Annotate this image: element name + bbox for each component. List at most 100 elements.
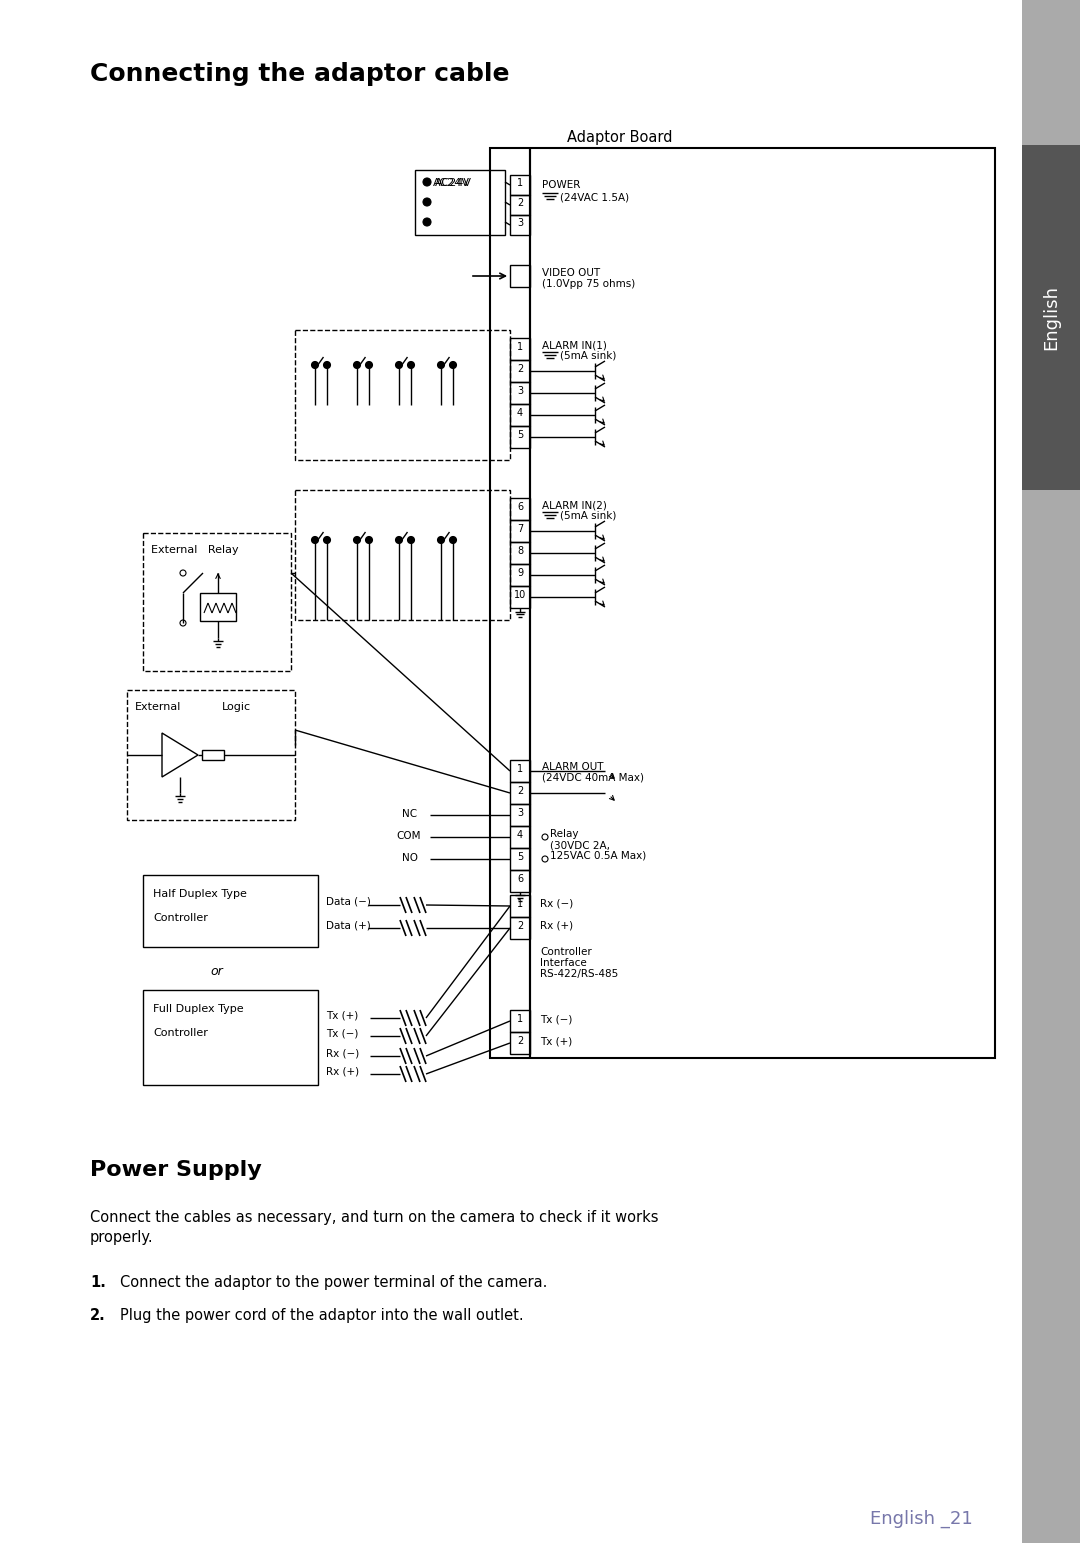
Text: Rx (−): Rx (−) <box>326 1048 360 1058</box>
Text: Rx (+): Rx (+) <box>540 921 573 930</box>
Text: 1: 1 <box>517 764 523 775</box>
Bar <box>200 593 237 620</box>
Text: 1: 1 <box>517 900 523 909</box>
Bar <box>510 404 530 426</box>
Text: ALARM IN(1): ALARM IN(1) <box>542 339 607 350</box>
Bar <box>510 498 530 520</box>
Bar <box>510 917 530 940</box>
Circle shape <box>353 537 361 543</box>
Text: English: English <box>1042 285 1059 350</box>
Bar <box>510 1011 530 1032</box>
Text: 2: 2 <box>517 785 523 796</box>
Text: ALARM IN(2): ALARM IN(2) <box>542 500 607 511</box>
Circle shape <box>311 361 319 369</box>
Circle shape <box>324 537 330 543</box>
Text: properly.: properly. <box>90 1230 153 1245</box>
Bar <box>510 870 530 892</box>
Text: 2: 2 <box>517 1035 523 1046</box>
Text: 5: 5 <box>517 852 523 863</box>
Bar <box>510 520 530 542</box>
Text: RS-422/RS-485: RS-422/RS-485 <box>540 969 618 978</box>
Text: Full Duplex Type: Full Duplex Type <box>153 1004 244 1014</box>
Text: (5mA sink): (5mA sink) <box>561 350 617 361</box>
Circle shape <box>407 361 415 369</box>
Text: (24VDC 40mA Max): (24VDC 40mA Max) <box>542 773 644 782</box>
Circle shape <box>423 218 431 225</box>
Text: External   Relay: External Relay <box>151 545 239 555</box>
Text: Half Duplex Type: Half Duplex Type <box>153 889 247 900</box>
Text: 2: 2 <box>517 921 523 930</box>
Text: COM: COM <box>396 832 420 841</box>
Circle shape <box>407 537 415 543</box>
Bar <box>510 383 530 404</box>
Bar <box>490 148 995 1058</box>
Bar <box>510 214 530 235</box>
Bar <box>510 265 530 287</box>
Text: Interface: Interface <box>540 958 586 967</box>
Bar <box>1022 0 1080 1543</box>
Text: 4: 4 <box>517 830 523 839</box>
Text: 2: 2 <box>517 198 523 208</box>
Circle shape <box>180 620 186 626</box>
Text: 7: 7 <box>517 525 523 534</box>
Bar <box>510 542 530 565</box>
Bar <box>143 875 318 947</box>
Text: 9: 9 <box>517 568 523 579</box>
Circle shape <box>395 537 403 543</box>
Text: NC: NC <box>402 809 417 819</box>
Bar <box>510 565 530 586</box>
Text: POWER: POWER <box>542 181 580 190</box>
Bar <box>510 826 530 849</box>
Circle shape <box>353 361 361 369</box>
Text: External: External <box>135 702 181 711</box>
Text: 2: 2 <box>517 364 523 373</box>
Text: Connect the cables as necessary, and turn on the camera to check if it works: Connect the cables as necessary, and tur… <box>90 1210 659 1225</box>
Text: 125VAC 0.5A Max): 125VAC 0.5A Max) <box>550 852 646 861</box>
Text: (30VDC 2A,: (30VDC 2A, <box>550 839 610 850</box>
Bar <box>510 426 530 447</box>
Text: 4: 4 <box>517 407 523 418</box>
Bar <box>510 586 530 608</box>
Text: AC24V: AC24V <box>433 177 470 188</box>
Text: 5: 5 <box>517 430 523 440</box>
Circle shape <box>449 361 457 369</box>
Text: VIDEO OUT: VIDEO OUT <box>542 268 600 278</box>
Text: Data (+): Data (+) <box>326 920 370 930</box>
Text: 3: 3 <box>517 386 523 397</box>
Bar <box>510 804 530 826</box>
Text: Controller: Controller <box>153 1028 207 1038</box>
Text: Rx (−): Rx (−) <box>540 900 573 909</box>
Text: AC24V: AC24V <box>435 177 472 188</box>
Bar <box>143 532 291 671</box>
Text: (1.0Vpp 75 ohms): (1.0Vpp 75 ohms) <box>542 279 635 289</box>
Circle shape <box>423 177 431 187</box>
Bar <box>510 194 530 214</box>
Text: 1.: 1. <box>90 1275 106 1290</box>
Circle shape <box>542 835 548 839</box>
Text: 3: 3 <box>517 809 523 818</box>
Text: 1: 1 <box>517 343 523 352</box>
Bar <box>295 491 510 620</box>
Text: Connecting the adaptor cable: Connecting the adaptor cable <box>90 62 510 86</box>
Text: 6: 6 <box>517 873 523 884</box>
Circle shape <box>437 537 445 543</box>
Circle shape <box>324 361 330 369</box>
Text: Connect the adaptor to the power terminal of the camera.: Connect the adaptor to the power termina… <box>120 1275 548 1290</box>
Bar <box>295 330 510 460</box>
Text: Controller: Controller <box>153 913 207 923</box>
Bar <box>510 360 530 383</box>
Text: Tx (+): Tx (+) <box>540 1035 572 1046</box>
Text: 8: 8 <box>517 546 523 555</box>
Bar <box>127 690 295 819</box>
Text: Data (−): Data (−) <box>326 896 370 907</box>
Text: English _21: English _21 <box>870 1511 973 1528</box>
Text: Tx (−): Tx (−) <box>540 1014 572 1025</box>
Bar <box>143 991 318 1085</box>
Circle shape <box>180 569 186 576</box>
Text: 1: 1 <box>517 177 523 188</box>
Text: 2.: 2. <box>90 1308 106 1322</box>
Text: Relay: Relay <box>550 829 579 839</box>
Bar <box>510 782 530 804</box>
Circle shape <box>449 537 457 543</box>
Text: or: or <box>210 964 222 978</box>
